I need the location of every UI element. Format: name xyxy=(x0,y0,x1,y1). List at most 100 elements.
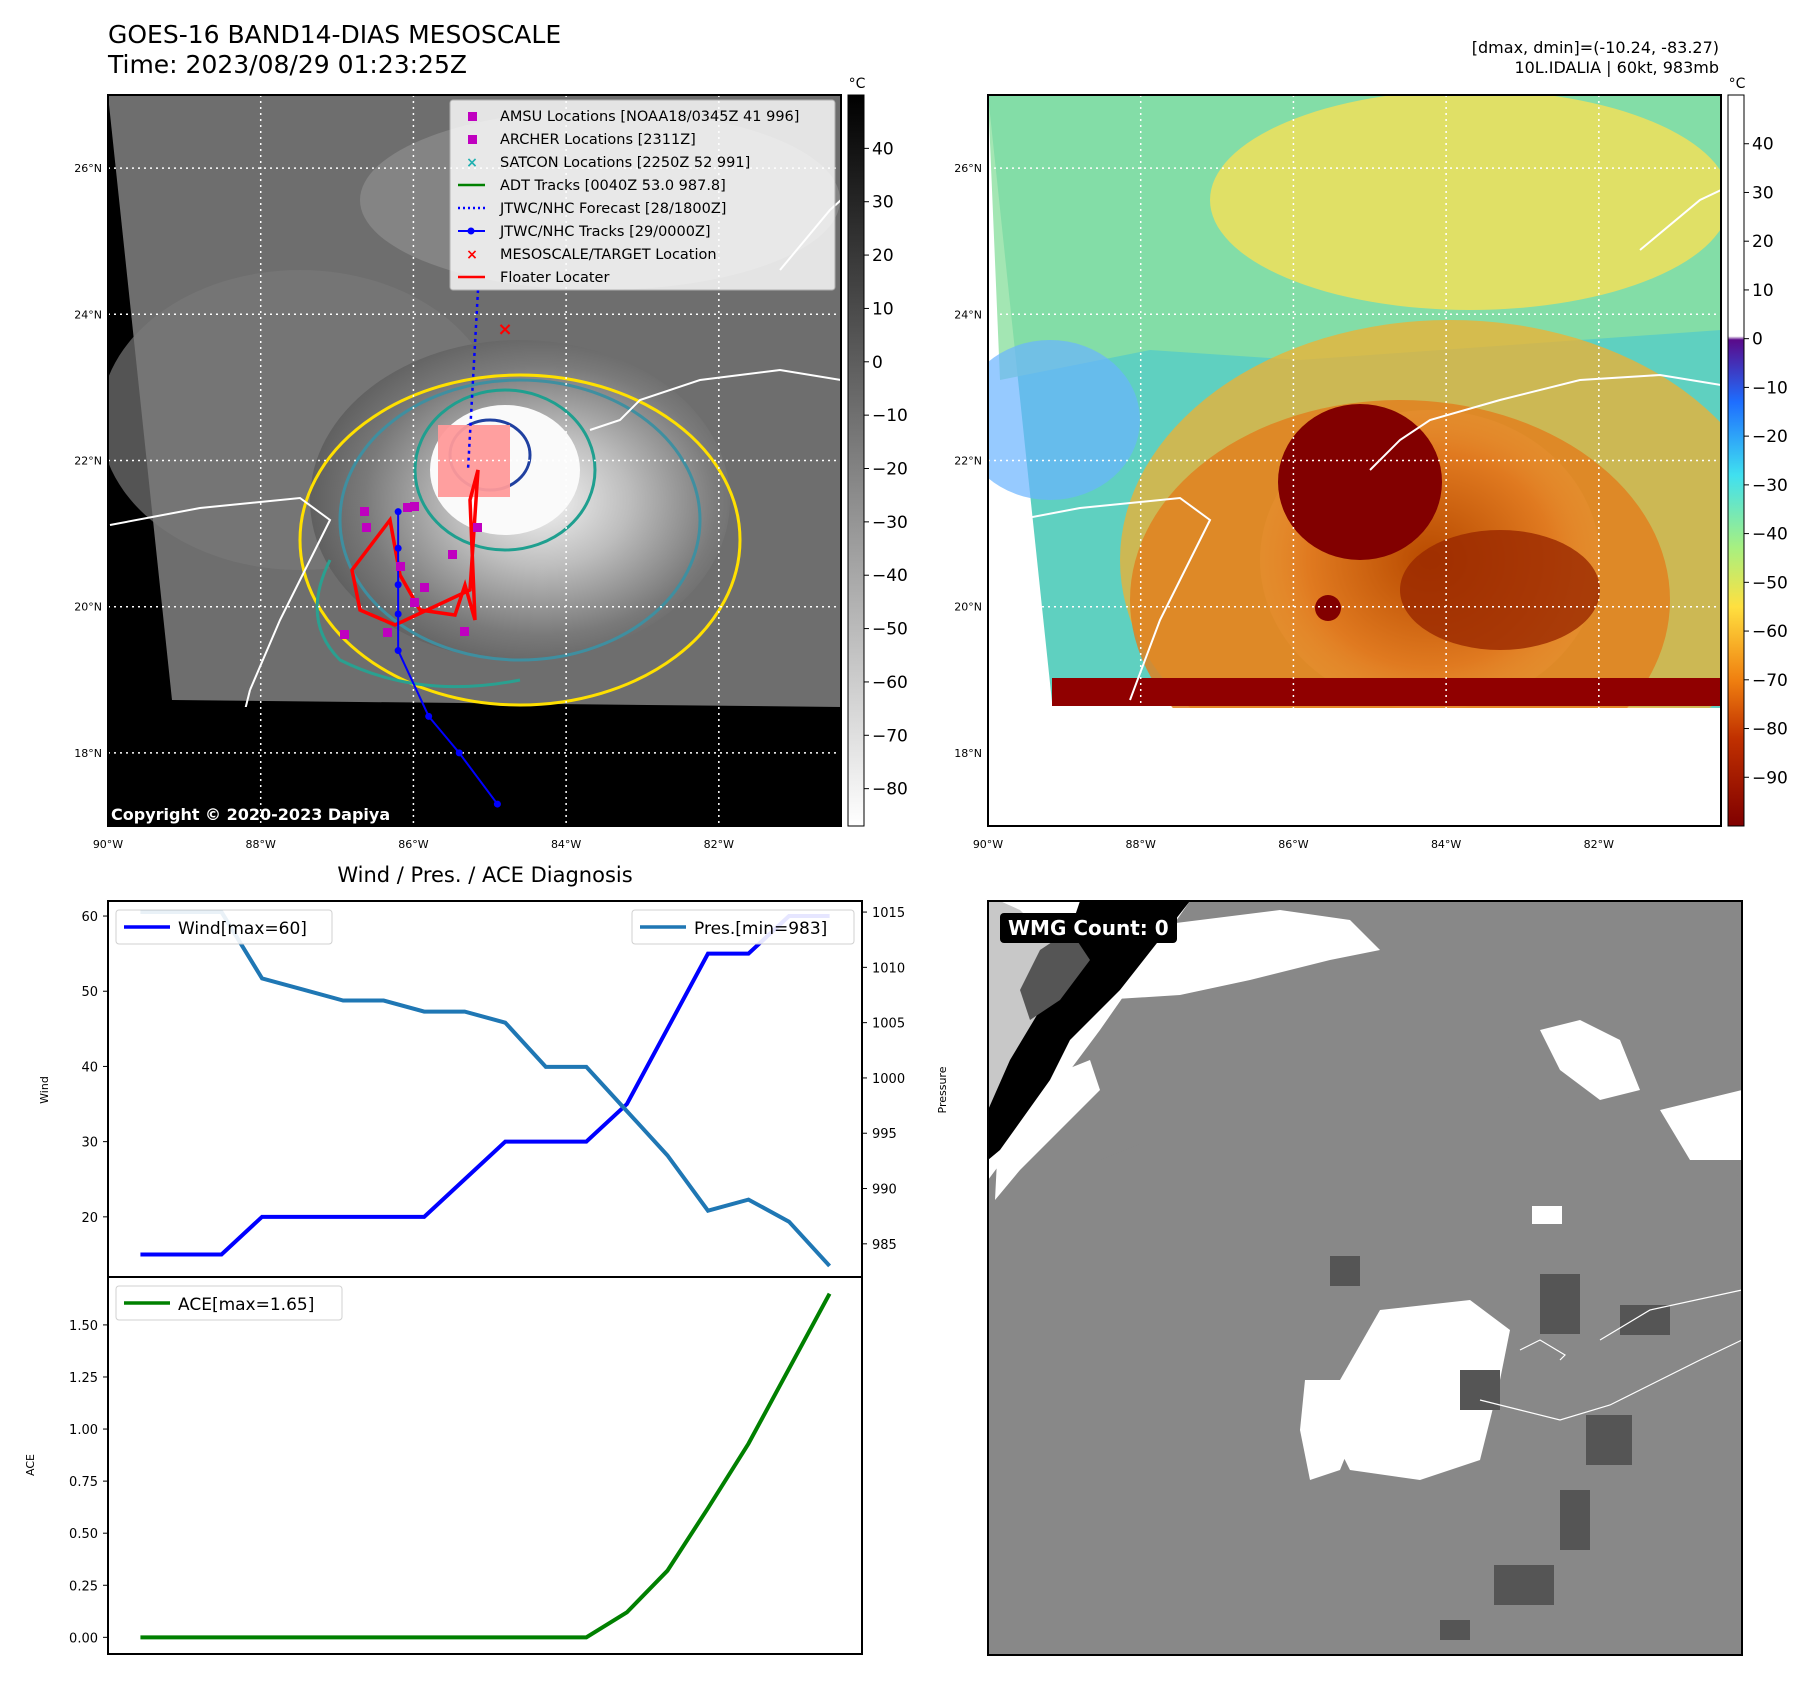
amsu-markers xyxy=(340,502,482,639)
ace-legend: ACE[max=1.65] xyxy=(115,1285,343,1321)
legend-target: MESOSCALE/TARGET Location xyxy=(500,247,717,263)
best-track-point xyxy=(394,544,402,552)
svg-text:×: × xyxy=(466,155,478,171)
lat-tick-label: 24°N xyxy=(74,308,102,321)
map-tick-labels: 26°N 24°N 22°N 20°N 18°N 90°W 88°W 86°W 84°W 82°W… xyxy=(74,162,1614,851)
legend-amsu: AMSU Locations [NOAA18/0345Z 41 996] xyxy=(500,109,799,125)
lon-tick-label: 82°W xyxy=(704,838,734,851)
colorbar-tick-label: −90 xyxy=(1752,768,1788,788)
colorbar-tick-label: −80 xyxy=(1752,720,1788,740)
figure-title: GOES-16 BAND14-DIAS MESOSCALE xyxy=(108,20,562,49)
lat-tick-label: 18°N xyxy=(74,747,102,760)
colorbar-tick-label: 10 xyxy=(872,299,894,319)
colorbar-tick-label: 40 xyxy=(872,139,894,159)
ace-ytick-label: 1.25 xyxy=(69,1371,98,1386)
color-ir-map xyxy=(988,95,1721,826)
pressure-ytick-label: 1010 xyxy=(872,961,905,976)
pressure-ytick-label: 1015 xyxy=(872,906,905,921)
lon-tick-label: 88°W xyxy=(246,838,276,851)
target-marker: × xyxy=(497,319,512,340)
wind-pressure-plot: 60 50 40 30 20 1015 1010 1005 1000 995 990 985 xyxy=(81,906,905,1268)
wind-axis-label: Wind xyxy=(38,1076,51,1104)
wind-line xyxy=(140,914,830,1257)
lon-tick-label: 82°W xyxy=(1584,838,1614,851)
pressure-ytick-label: 985 xyxy=(872,1238,897,1253)
grayscale-ir-map: × × × AMSU Locations [NOAA18/0345Z 41 99… xyxy=(108,95,841,826)
legend-floater: Floater Locater xyxy=(500,270,609,286)
best-track-point xyxy=(394,610,402,618)
colorbar-tick-label: 20 xyxy=(872,246,894,266)
lat-tick-label: 20°N xyxy=(954,601,982,614)
lat-tick-label: 26°N xyxy=(74,162,102,175)
colorbar-tick-label: −30 xyxy=(1752,476,1788,496)
right-colorbar xyxy=(1727,94,1745,827)
pressure-legend-label: Pres.[min=983] xyxy=(694,919,827,939)
ace-line xyxy=(140,1292,832,1640)
storm-info-label: 10L.IDALIA | 60kt, 983mb xyxy=(1514,58,1719,77)
lat-tick-label: 20°N xyxy=(74,601,102,614)
lat-tick-label: 22°N xyxy=(954,455,982,468)
wind-ytick-label: 30 xyxy=(81,1136,98,1151)
ace-legend-label: ACE[max=1.65] xyxy=(178,1295,314,1315)
pressure-ytick-label: 1000 xyxy=(872,1072,905,1087)
lat-tick-label: 24°N xyxy=(954,308,982,321)
colorbar-tick-label: 10 xyxy=(1752,281,1774,301)
ace-ytick-label: 0.25 xyxy=(69,1579,98,1594)
legend-adt: ADT Tracks [0040Z 53.0 987.8] xyxy=(500,178,726,194)
best-track xyxy=(394,508,501,808)
wmg-count-badge: WMG Count: 0 xyxy=(1000,913,1177,943)
pressure-ytick-label: 1005 xyxy=(872,1017,905,1032)
best-track-point xyxy=(455,749,463,757)
pressure-ytick-label: 990 xyxy=(872,1183,897,1198)
lon-tick-label: 86°W xyxy=(398,838,428,851)
ace-ytick-label: 0.75 xyxy=(69,1475,98,1490)
best-track-point xyxy=(425,712,433,720)
colorbar-tick-label: −50 xyxy=(1752,573,1788,593)
diagnosis-title: Wind / Pres. / ACE Diagnosis xyxy=(337,863,632,887)
dmax-dmin-label: [dmax, dmin]=(-10.24, -83.27) xyxy=(1471,38,1719,57)
colorbar-tick-label: −40 xyxy=(872,566,908,586)
ace-plot: 0.00 0.25 0.50 0.75 1.00 1.25 1.50 xyxy=(69,1292,832,1646)
lon-tick-label: 86°W xyxy=(1278,838,1308,851)
map-legend: × × AMSU Locations [NOAA18/0345Z 41 996]… xyxy=(449,99,836,291)
best-track-line xyxy=(397,511,499,805)
colorbar-tick-label: −30 xyxy=(872,513,908,533)
pressure-axis-label: Pressure xyxy=(936,1066,949,1113)
legend-satcon: SATCON Locations [2250Z 52 991] xyxy=(500,155,750,171)
lon-tick-label: 90°W xyxy=(973,838,1003,851)
legend-forecast: JTWC/NHC Forecast [28/1800Z] xyxy=(499,201,726,217)
wind-pressure-axes xyxy=(107,900,863,1278)
best-track-point xyxy=(394,647,402,655)
wind-ytick-label: 40 xyxy=(81,1060,98,1075)
colorbar-tick-label: −20 xyxy=(1752,427,1788,447)
colorbar-tick-label: −70 xyxy=(1752,671,1788,691)
legend-archer: ARCHER Locations [2311Z] xyxy=(500,132,696,148)
right-colorbar-ticks: 40 30 20 10 0 −10 −20 −30 −40 −50 −60 −70 −80 −90 xyxy=(1744,135,1788,788)
best-track-point xyxy=(493,800,501,808)
colorbar-tick-label: 20 xyxy=(1752,232,1774,252)
pressure-legend: Pres.[min=983] xyxy=(631,909,855,945)
lat-tick-label: 18°N xyxy=(954,747,982,760)
ace-ytick-label: 1.50 xyxy=(69,1319,98,1334)
colorbar-tick-label: 30 xyxy=(1752,183,1774,203)
lon-tick-label: 84°W xyxy=(551,838,581,851)
lat-tick-label: 26°N xyxy=(954,162,982,175)
best-track-point xyxy=(394,581,402,589)
forecast-track xyxy=(466,289,480,471)
colorbar-tick-label: −60 xyxy=(872,673,908,693)
left-colorbar xyxy=(847,94,865,827)
pressure-ytick-label: 995 xyxy=(872,1127,897,1142)
colorbar-tick-label: −70 xyxy=(872,726,908,746)
colorbar-tick-label: −20 xyxy=(872,460,908,480)
colorbar-tick-label: −80 xyxy=(872,780,908,800)
legend-tracks: JTWC/NHC Tracks [29/0000Z] xyxy=(499,224,711,240)
ace-ytick-label: 0.50 xyxy=(69,1527,98,1542)
colorbar-tick-label: −50 xyxy=(872,620,908,640)
colorbar-tick-label: −40 xyxy=(1752,525,1788,545)
wind-legend: Wind[max=60] xyxy=(115,909,333,945)
colorbar-tick-label: 40 xyxy=(1752,135,1774,155)
colorbar-tick-label: −10 xyxy=(1752,378,1788,398)
wind-ytick-label: 20 xyxy=(81,1211,98,1226)
figure-time: Time: 2023/08/29 01:23:25Z xyxy=(108,50,467,79)
ace-ytick-label: 1.00 xyxy=(69,1423,98,1438)
